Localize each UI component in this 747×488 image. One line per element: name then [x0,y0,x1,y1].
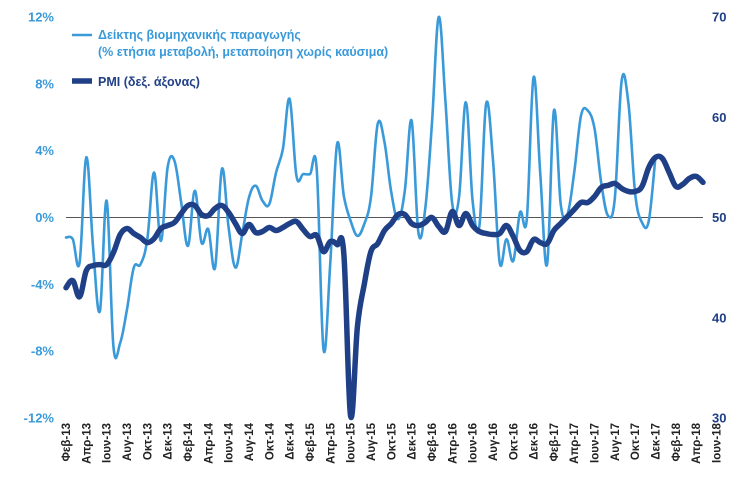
x-tick-label: Ιουν-16 [468,423,480,463]
x-tick-label: Ιουν-13 [102,423,114,463]
x-tick-label: Οκτ-14 [264,422,276,460]
left-tick-label: -4% [31,277,55,292]
x-tick-label: Ιουν-18 [712,422,724,463]
x-tick-label: Φεβ-15 [305,422,317,461]
right-tick-label: 30 [712,411,726,426]
x-tick-label: Απρ-15 [325,422,337,463]
x-tick-label: Οκτ-17 [630,423,642,460]
x-tick-label: Ιουν-14 [224,422,236,463]
x-tick-label: Δεκ-15 [407,422,419,459]
x-tick-label: Ιουν-17 [590,423,602,463]
x-tick-label: Απρ-16 [447,423,459,464]
left-tick-label: 4% [35,143,54,158]
right-tick-label: 70 [712,10,726,25]
x-tick-label: Απρ-17 [569,423,581,464]
series-line-industrial-production [64,15,657,360]
x-tick-label: Απρ-14 [203,422,215,463]
x-tick-label: Φεβ-18 [671,422,683,461]
left-axis: -12% -8% -4% 0% 4% 8% 12% [24,10,55,426]
x-tick-label: Αυγ-15 [366,422,378,461]
x-tick-label: Αυγ-13 [122,423,134,461]
x-tick-label: Φεβ-13 [61,423,73,462]
x-tick-label: Δεκ-14 [285,422,297,459]
x-tick-label: Δεκ-17 [651,423,663,460]
left-tick-label: -12% [24,411,55,426]
legend-label-ip-line2: (% ετήσια μεταβολή, μεταποίηση χωρίς καύ… [98,45,388,59]
legend: Δείκτης βιομηχανικής παραγωγής (% ετήσια… [72,28,388,89]
left-tick-label: 0% [35,210,54,225]
x-tick-label: Δεκ-13 [163,423,175,460]
x-tick-label: Αυγ-14 [244,422,256,461]
series-layer [63,15,706,421]
x-tick-label: Φεβ-17 [549,423,561,462]
x-tick-label: Φεβ-14 [183,422,195,461]
x-tick-label: Ιουν-15 [346,422,358,463]
x-tick-label: Οκτ-15 [386,422,398,460]
x-tick-label: Αυγ-16 [488,423,500,461]
x-tick-label: Οκτ-13 [142,423,154,460]
right-tick-label: 60 [712,110,726,125]
legend-label-ip-line1: Δείκτης βιομηχανικής παραγωγής [98,28,301,42]
legend-label-pmi: PMI (δεξ. άξονας) [98,75,200,89]
series-line-pmi [63,153,706,421]
x-tick-label: Φεβ-16 [427,423,439,462]
x-axis: Φεβ-13 Απρ-13 Ιουν-13 Αυγ-13 Οκτ-13 Δεκ-13 Φεβ… [61,422,724,464]
x-tick-label: Οκτ-16 [508,423,520,460]
x-tick-label: Απρ-13 [81,423,93,464]
left-tick-label: -8% [31,344,55,359]
x-tick-label: Δεκ-16 [529,423,541,460]
right-tick-label: 40 [712,310,726,325]
x-tick-label: Αυγ-17 [610,423,622,461]
right-tick-label: 50 [712,210,726,225]
left-tick-label: 8% [35,76,54,91]
x-tick-label: Απρ-18 [691,422,703,463]
right-axis: 30 40 50 60 70 [712,10,726,426]
left-tick-label: 12% [28,10,54,25]
